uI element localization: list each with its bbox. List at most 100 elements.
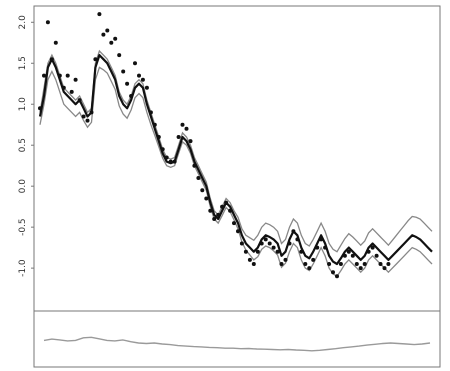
data-point <box>247 257 252 262</box>
data-point <box>57 73 62 78</box>
y-tick-label-2: 1.0 <box>18 97 28 112</box>
data-point <box>184 126 189 131</box>
data-point <box>133 61 137 66</box>
data-point <box>263 237 268 242</box>
data-point <box>220 204 225 209</box>
y-tick-label-0: 2.0 <box>18 15 28 30</box>
data-point <box>382 266 387 271</box>
data-point <box>97 12 102 17</box>
data-point <box>125 81 130 86</box>
data-point <box>232 221 236 226</box>
observed-points <box>38 12 391 279</box>
data-point <box>89 110 94 115</box>
data-point <box>311 257 316 262</box>
data-point <box>216 212 221 217</box>
subpanel-frame <box>33 310 441 368</box>
data-point <box>212 217 217 221</box>
data-point <box>342 253 347 258</box>
data-point <box>366 249 371 254</box>
data-point <box>323 245 328 250</box>
data-point <box>335 274 339 279</box>
data-point <box>315 245 320 250</box>
data-point <box>101 32 106 37</box>
data-point <box>61 85 66 90</box>
data-point <box>73 77 78 82</box>
data-point <box>113 36 118 41</box>
data-point <box>121 69 126 74</box>
y-tick-label-3: 0.5 <box>18 138 28 152</box>
data-point <box>176 135 181 139</box>
data-point <box>228 208 233 213</box>
data-point <box>137 73 141 78</box>
data-point <box>299 249 304 254</box>
data-point <box>370 245 375 250</box>
data-point <box>196 176 201 180</box>
data-point <box>188 139 193 144</box>
data-point <box>224 200 229 205</box>
data-point <box>251 262 256 266</box>
y-axis: 2.0 1.5 1.0 0.5 0.0 -0.5 -1.0 <box>18 15 34 277</box>
data-point <box>49 57 54 62</box>
data-point <box>287 241 292 246</box>
data-point <box>69 89 74 94</box>
data-point <box>38 106 42 111</box>
y-tick-label-1: 1.5 <box>18 56 28 70</box>
data-point <box>192 163 197 168</box>
data-point <box>295 237 300 242</box>
data-point <box>331 270 335 275</box>
subpanel-line <box>43 336 431 352</box>
data-point <box>208 208 213 213</box>
data-point <box>93 57 98 62</box>
data-point <box>180 122 185 127</box>
data-point <box>386 262 391 266</box>
data-point <box>374 253 379 258</box>
data-point <box>362 262 367 266</box>
data-point <box>307 266 312 271</box>
data-point <box>144 85 149 90</box>
data-point <box>259 241 264 246</box>
data-point <box>271 245 276 250</box>
data-point <box>65 73 70 78</box>
data-point <box>243 249 248 254</box>
data-point <box>140 77 145 82</box>
data-point <box>283 257 288 262</box>
data-point <box>109 40 114 45</box>
data-point <box>358 266 363 271</box>
y-tick-label-5: -0.5 <box>18 218 28 236</box>
data-point <box>291 229 296 234</box>
data-point <box>204 196 209 201</box>
data-point <box>255 249 260 254</box>
data-point <box>42 73 46 78</box>
data-point <box>81 114 86 119</box>
data-point <box>354 262 359 266</box>
data-point <box>378 262 383 266</box>
data-point <box>53 40 58 45</box>
data-point <box>85 118 90 123</box>
data-point <box>279 262 284 266</box>
data-point <box>117 53 122 58</box>
data-point <box>152 122 157 127</box>
data-point <box>45 20 50 25</box>
upper-band-line <box>39 49 433 253</box>
data-point <box>236 229 240 234</box>
data-point <box>350 253 355 258</box>
data-point <box>129 94 134 98</box>
data-point <box>303 262 308 266</box>
data-point <box>319 237 324 242</box>
data-point <box>160 147 165 152</box>
data-point <box>156 135 161 139</box>
data-point <box>267 241 272 246</box>
data-point <box>168 159 173 164</box>
data-point <box>200 188 205 193</box>
subpanel-series <box>43 336 431 352</box>
data-point <box>327 262 332 266</box>
y-tick-label-4: 0.0 <box>18 179 28 194</box>
data-point <box>164 155 169 160</box>
data-point <box>275 249 280 254</box>
data-point <box>77 98 82 103</box>
data-point <box>148 110 153 115</box>
y-tick-label-6: -1.0 <box>18 259 28 277</box>
data-point <box>105 28 110 33</box>
data-point <box>172 159 177 164</box>
